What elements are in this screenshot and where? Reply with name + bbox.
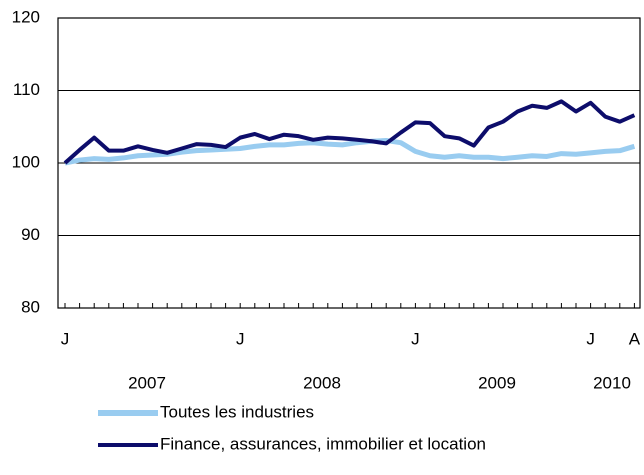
x-tick-label: J: [61, 329, 70, 348]
y-tick-label: 100: [12, 152, 40, 171]
plot-frame: [57, 17, 641, 309]
y-tick-label: 120: [12, 7, 40, 26]
series-line: [64, 138, 636, 166]
x-tick-label: J: [586, 329, 595, 348]
y-tick-label: 90: [21, 225, 40, 244]
x-tick-label: A: [629, 329, 641, 348]
legend-label: Toutes les industries: [160, 402, 314, 421]
y-tick-label: 80: [21, 297, 40, 316]
series-line: [63, 99, 636, 165]
x-tick-label: J: [411, 329, 420, 348]
year-label: 2008: [303, 373, 341, 392]
year-label: 2009: [478, 373, 516, 392]
year-label: 2007: [128, 373, 166, 392]
x-tick-label: J: [236, 329, 245, 348]
y-tick-label: 110: [13, 80, 40, 99]
legend-label: Finance, assurances, immobilier et locat…: [160, 434, 486, 453]
year-label: 2010: [593, 373, 631, 392]
